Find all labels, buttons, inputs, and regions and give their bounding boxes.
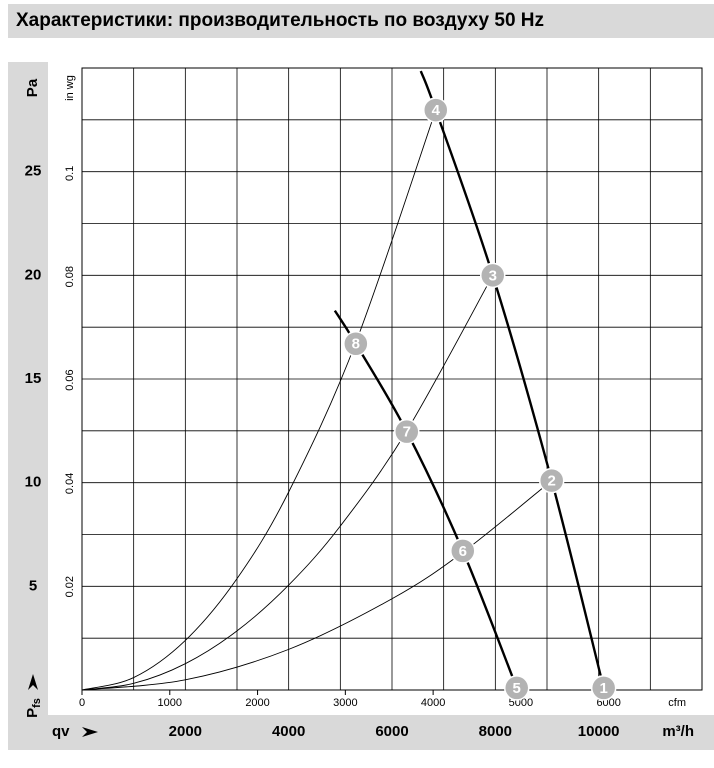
y-tick-label: 15: [25, 370, 42, 387]
y2-tick-label: 0.06: [64, 369, 76, 390]
x-axis-strip: [8, 715, 714, 750]
y-symbol-sub: fs: [31, 698, 43, 708]
x-symbol: qv: [52, 723, 70, 740]
operating-point: [343, 331, 369, 357]
point-label: 5: [513, 680, 521, 697]
x-tick-label: 2000: [169, 723, 202, 740]
operating-point: [590, 675, 617, 701]
curve: [81, 275, 494, 691]
point-label: 2: [548, 473, 556, 490]
curve: [81, 109, 437, 691]
point-label: 1: [600, 680, 608, 697]
y-unit: Pa: [24, 78, 41, 97]
point-label: 6: [459, 543, 467, 560]
x2-tick-label: 4000: [421, 697, 445, 709]
operating-point: [503, 675, 530, 701]
chart-title: Характеристики: производительность по во…: [16, 10, 544, 31]
x-arrow: [82, 727, 98, 737]
operating-point: [394, 418, 420, 445]
y-arrow: [28, 674, 38, 690]
x2-unit: cfm: [668, 697, 686, 709]
x2-tick-label: 2000: [245, 697, 269, 709]
y-tick-label: 20: [25, 266, 42, 283]
y-tick-label: 25: [25, 163, 42, 180]
x2-tick-label: 3000: [333, 697, 357, 709]
y-tick-label: 10: [25, 474, 42, 491]
y2-tick-label: 0.08: [64, 266, 76, 287]
operating-point: [538, 467, 565, 494]
y2-unit: in wg: [64, 75, 76, 101]
x-tick-label: 4000: [272, 723, 305, 740]
x2-tick-label: 0: [79, 697, 85, 709]
title-bar: [8, 4, 714, 38]
x-tick-label: 8000: [479, 723, 512, 740]
y2-tick-label: 0.04: [64, 473, 76, 494]
y-tick-label: 5: [29, 577, 37, 594]
x2-tick-label: 1000: [158, 697, 182, 709]
y-symbol-group: Pfs: [24, 698, 43, 718]
point-label: 7: [403, 424, 411, 441]
x-tick-label: 6000: [375, 723, 408, 740]
y-axis-strip: [8, 62, 48, 750]
y2-tick-label: 0.1: [64, 166, 76, 181]
y2-tick-label: 0.02: [64, 576, 76, 597]
y-symbol-main: P: [24, 708, 41, 718]
point-label: 4: [432, 102, 441, 119]
y-symbol: Pfs: [24, 698, 43, 718]
operating-point: [450, 538, 476, 564]
operating-point: [423, 97, 449, 123]
x-unit: m³/h: [662, 723, 694, 740]
point-label: 8: [352, 336, 360, 353]
operating-point: [480, 262, 506, 289]
x-tick-label: 10000: [578, 723, 620, 740]
point-label: 3: [489, 267, 497, 284]
